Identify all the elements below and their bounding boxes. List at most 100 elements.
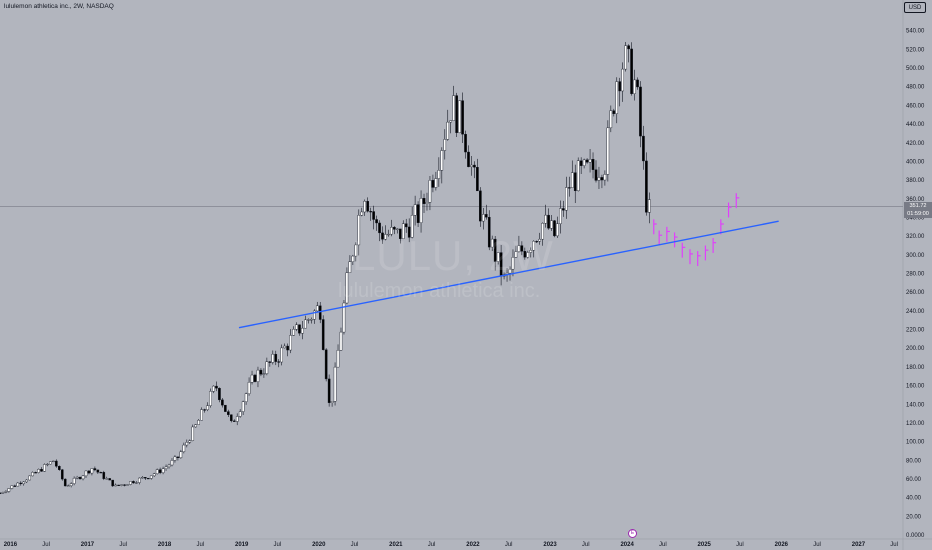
candle-body xyxy=(550,220,553,229)
candle-body xyxy=(553,220,556,237)
candle-body xyxy=(69,483,73,486)
currency-button[interactable]: USD xyxy=(904,2,926,13)
candle-body xyxy=(235,416,239,422)
candle-body xyxy=(594,169,598,181)
candle-body xyxy=(324,349,328,380)
candle-body xyxy=(117,484,120,486)
y-tick-label: 240.00 xyxy=(906,309,925,315)
candle-body xyxy=(446,121,450,140)
candle-body xyxy=(535,241,538,243)
candle-body xyxy=(363,201,367,213)
candle-body xyxy=(336,350,340,368)
candle-body xyxy=(576,160,580,192)
x-tick-label: 2023 xyxy=(543,542,557,548)
candle-body xyxy=(46,463,49,466)
candle-body xyxy=(280,347,283,363)
x-tick-label: 2019 xyxy=(235,542,249,548)
candle-body xyxy=(155,469,159,474)
bar-countdown: 01:59:00 xyxy=(907,211,929,217)
candle-body xyxy=(206,405,209,410)
candle-body xyxy=(81,475,85,480)
candle-body xyxy=(78,476,82,480)
candle-body xyxy=(482,214,485,222)
candle-body xyxy=(473,164,476,168)
candle-body xyxy=(568,187,571,189)
candle-body xyxy=(431,180,435,188)
candle-body xyxy=(479,190,482,222)
candle-body xyxy=(499,252,503,277)
candle-body xyxy=(621,68,624,92)
candle-body xyxy=(34,472,37,474)
candle-body xyxy=(55,460,58,467)
candle-body xyxy=(22,481,26,485)
y-tick-label: 40.00 xyxy=(906,496,922,502)
y-tick-label: 420.00 xyxy=(906,141,925,147)
x-tick-label: Jul xyxy=(428,542,436,548)
symbol-title[interactable]: lululemon athletica inc., 2W, NASDAQ xyxy=(4,3,114,10)
candle-body xyxy=(126,484,129,486)
candle-body xyxy=(13,485,17,487)
candle-body xyxy=(132,481,135,484)
candle-body xyxy=(407,226,411,238)
candle-body xyxy=(274,353,278,362)
candle-body xyxy=(102,472,106,479)
last-price-value: 351.72 xyxy=(909,203,927,209)
candle-body xyxy=(467,151,470,168)
candle-body xyxy=(25,479,28,483)
x-tick-label: Jul xyxy=(119,542,127,548)
candle-body xyxy=(271,353,275,363)
candle-body xyxy=(381,232,384,240)
candle-body xyxy=(396,228,399,230)
candle-body xyxy=(105,478,109,480)
candle-body xyxy=(218,387,221,401)
candle-body xyxy=(511,257,515,270)
candle-body xyxy=(292,329,295,336)
x-tick-label: 2022 xyxy=(466,542,480,548)
candle-body xyxy=(455,95,458,133)
candle-body xyxy=(544,214,547,224)
candle-body xyxy=(639,86,642,137)
candle-body xyxy=(60,469,64,480)
y-tick-label: 220.00 xyxy=(906,328,925,334)
candle-body xyxy=(203,409,206,411)
y-tick-label: 500.00 xyxy=(906,66,925,72)
y-tick-label: 460.00 xyxy=(906,103,925,109)
candle-body xyxy=(283,345,286,349)
x-tick-label: Jul xyxy=(659,542,667,548)
x-tick-label: 2026 xyxy=(775,542,789,548)
candle-body xyxy=(232,420,236,422)
candle-body xyxy=(565,187,568,211)
earnings-marker-icon[interactable]: E xyxy=(628,529,637,538)
candle-body xyxy=(496,252,500,262)
candle-body xyxy=(123,484,126,486)
candle-body xyxy=(146,477,150,480)
candle-body xyxy=(538,238,541,242)
candle-body xyxy=(229,414,233,422)
y-tick-label: 0.0000 xyxy=(906,533,925,539)
y-tick-label: 380.00 xyxy=(906,178,925,184)
candle-body xyxy=(443,139,447,151)
x-tick-label: 2021 xyxy=(389,542,403,548)
x-tick-label: Jul xyxy=(351,542,359,548)
candle-body xyxy=(425,202,429,204)
y-tick-label: 480.00 xyxy=(906,85,925,91)
candle-body xyxy=(212,385,215,392)
candle-body xyxy=(372,211,375,220)
candle-body xyxy=(597,177,601,181)
candle-body xyxy=(301,327,304,334)
candle-body xyxy=(304,319,307,329)
candle-body xyxy=(461,100,464,135)
trendline xyxy=(238,220,779,329)
candle-body xyxy=(4,491,8,493)
candle-body xyxy=(259,369,263,375)
candle-body xyxy=(96,469,100,473)
candle-body xyxy=(84,470,88,477)
y-tick-label: 360.00 xyxy=(906,197,925,203)
candle-body xyxy=(526,252,530,258)
candle-body xyxy=(642,135,645,162)
candle-body xyxy=(547,214,550,229)
candle-body xyxy=(585,159,589,163)
candle-body xyxy=(185,442,189,446)
